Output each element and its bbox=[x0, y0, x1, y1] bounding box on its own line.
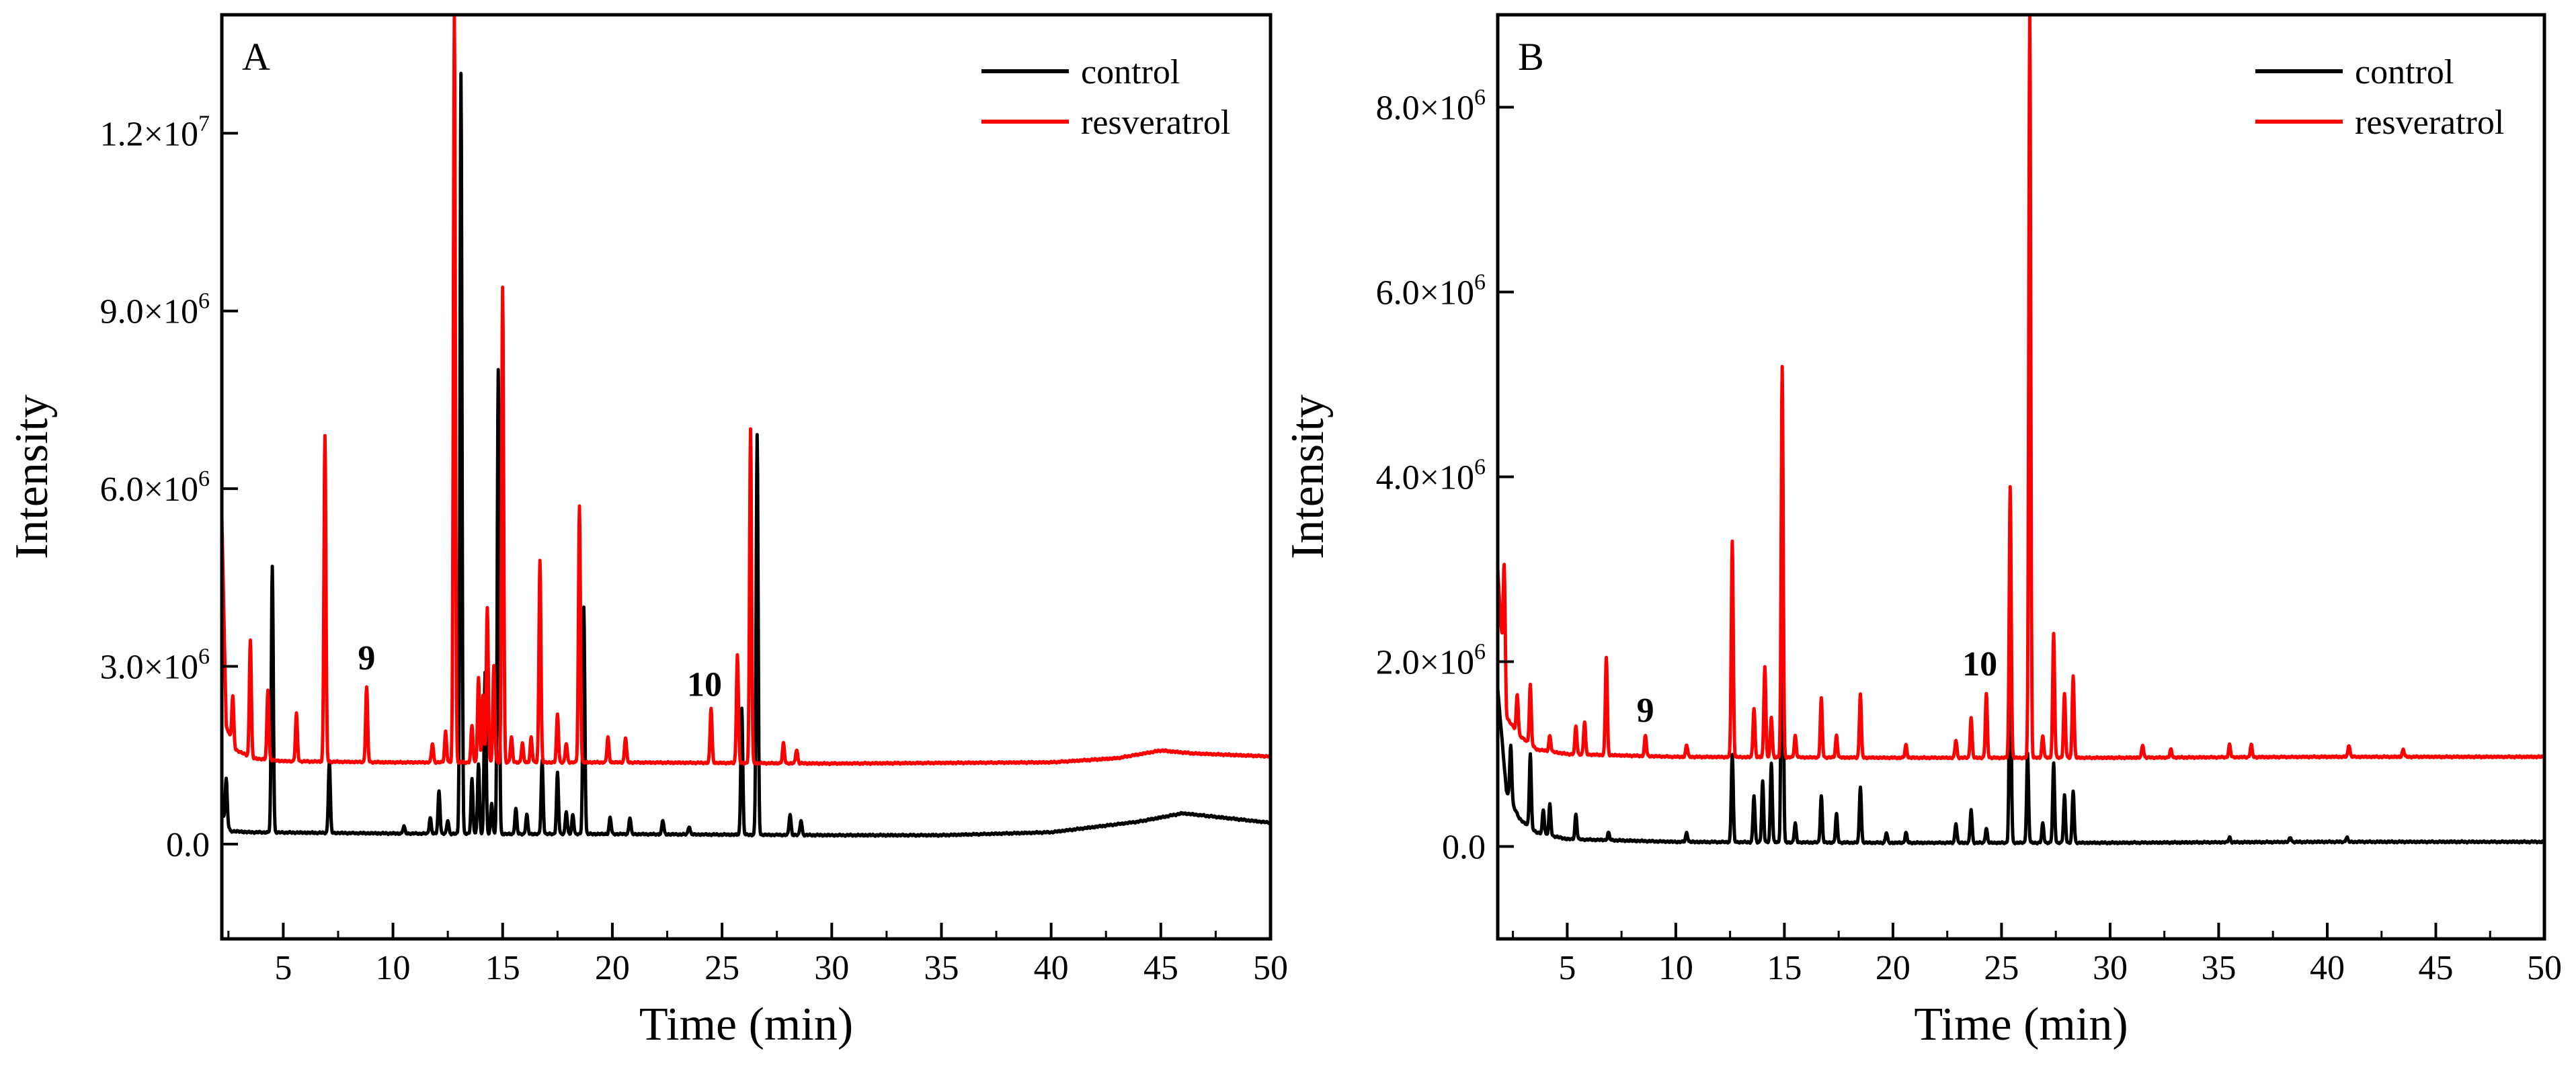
panel-a-annotation-peak-9: 9 bbox=[358, 639, 375, 677]
panel-b-y-tick-label: 4.0×106 bbox=[1376, 455, 1486, 497]
panel-b-y-tick-label: 2.0×106 bbox=[1376, 640, 1486, 682]
panel-b-y-axis-label: Intensity bbox=[1282, 394, 1334, 559]
panel-a-y-tick-label: 9.0×106 bbox=[100, 289, 210, 331]
panel-a-legend-control-label: control bbox=[1081, 53, 1180, 91]
panel-a-series-control bbox=[222, 71, 1271, 838]
panel-a-x-tick-label: 15 bbox=[485, 949, 520, 987]
panel-b-y-tick-label: 0.0 bbox=[1442, 829, 1486, 867]
panel-b-x-tick-label: 20 bbox=[1876, 949, 1910, 987]
panel-a-y-tick-label: 3.0×106 bbox=[100, 645, 210, 687]
panel-b-y-tick-label: 6.0×106 bbox=[1376, 270, 1486, 313]
panel-b-legend-resveratrol-label: resveratrol bbox=[2355, 103, 2504, 142]
panel-a-legend: control resveratrol bbox=[981, 53, 1230, 142]
panel-a-x-tick-label: 10 bbox=[376, 949, 411, 987]
panel-a-x-tick-label: 45 bbox=[1143, 949, 1178, 987]
panel-a-plot-frame bbox=[220, 13, 1273, 941]
panel-a-label: A bbox=[242, 35, 270, 79]
panel-a-x-tick-label: 20 bbox=[595, 949, 630, 987]
panel-a-x-tick-label: 35 bbox=[924, 949, 959, 987]
panel-b-x-tick-label: 40 bbox=[2310, 949, 2345, 987]
panel-a-x-tick-label: 25 bbox=[705, 949, 739, 987]
panel-b-annotation-peak-9: 9 bbox=[1637, 692, 1654, 730]
panel-b-x-tick-label: 10 bbox=[1658, 949, 1693, 987]
panel-b-series-control bbox=[1498, 447, 2544, 846]
panel-a-series-resveratrol bbox=[222, 15, 1271, 767]
panel-a-y-axis-label: Intensity bbox=[6, 394, 58, 559]
panel-b-label: B bbox=[1518, 35, 1544, 79]
panel-b-x-axis-label: Time (min) bbox=[1914, 999, 2128, 1050]
panel-a-legend-resveratrol-label: resveratrol bbox=[1081, 103, 1230, 142]
panel-a-y-tick-label: 1.2×107 bbox=[100, 111, 210, 153]
panel-b-x-tick-label: 30 bbox=[2093, 949, 2128, 987]
panel-a: 5 10 15 20 25 30 35 40 45 50 0.0 3.0×106 6.0×106 9.0×… bbox=[6, 13, 1288, 1050]
panel-a-x-axis-label: Time (min) bbox=[639, 999, 853, 1050]
panel-a-y-tick-label: 0.0 bbox=[166, 826, 210, 864]
panel-a-x-tick-label: 50 bbox=[1253, 949, 1288, 987]
panel-a-x-tick-label: 40 bbox=[1034, 949, 1069, 987]
panel-b: 5 10 15 20 25 30 35 40 45 50 0.0 2.0×106 4.0×106 6.0×… bbox=[1282, 13, 2562, 1050]
panel-b-x-tick-label: 45 bbox=[2418, 949, 2453, 987]
panel-b-series-resveratrol bbox=[1498, 15, 2544, 761]
panel-b-x-tick-label: 5 bbox=[1558, 949, 1576, 987]
panel-a-annotation-peak-10: 10 bbox=[687, 666, 722, 704]
panel-b-x-tick-label: 15 bbox=[1767, 949, 1802, 987]
panel-a-x-tick-label: 5 bbox=[274, 949, 292, 987]
panel-a-y-tick-label: 6.0×106 bbox=[100, 466, 210, 509]
panel-b-x-tick-label: 50 bbox=[2527, 949, 2562, 987]
panel-b-annotation-peak-10: 10 bbox=[1962, 645, 1997, 683]
panel-b-legend-control-label: control bbox=[2355, 53, 2454, 91]
panel-b-legend: control resveratrol bbox=[2255, 53, 2504, 142]
panel-b-x-tick-label: 25 bbox=[1984, 949, 2019, 987]
panel-b-y-tick-label: 8.0×106 bbox=[1376, 85, 1486, 128]
panel-a-x-tick-label: 30 bbox=[814, 949, 849, 987]
panel-b-x-tick-label: 35 bbox=[2201, 949, 2236, 987]
